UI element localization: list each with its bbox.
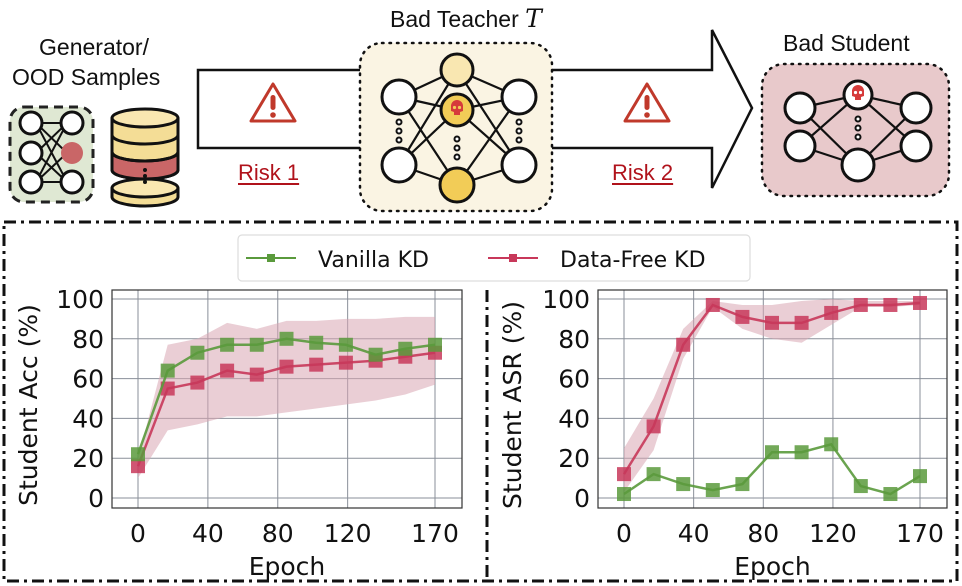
x-tick-label: 170 (896, 519, 944, 548)
data-point-datafree (617, 467, 631, 482)
data-point-datafree (883, 297, 898, 312)
teacher-label-text: Bad Teacher (390, 6, 519, 32)
teacher-label: Bad Teacher T (390, 4, 542, 33)
legend-item-vanilla: Vanilla KD (246, 248, 429, 273)
y-tick-label: 60 (72, 365, 104, 394)
warning-icon (623, 82, 671, 123)
generator-label-line2: OOD Samples (12, 64, 161, 90)
x-tick-label: 80 (747, 519, 779, 548)
teacher-network-icon (358, 41, 554, 213)
generator-label-line1: Generator/ (39, 34, 149, 60)
plot-frame (597, 289, 948, 509)
data-point-datafree (220, 363, 235, 378)
data-point-vanilla (765, 445, 779, 460)
confidence-band-datafree (138, 316, 435, 479)
data-point-datafree (279, 359, 294, 374)
generator-label: Generator/ OOD Samples (12, 32, 160, 92)
confidence-band-datafree (624, 299, 920, 493)
risk-1-label: Risk 1 (238, 160, 300, 185)
y-tick-label: 60 (558, 365, 590, 394)
x-tick-label: 0 (616, 519, 632, 548)
data-point-datafree (309, 357, 324, 372)
data-point-datafree (676, 337, 691, 352)
data-point-vanilla (824, 437, 839, 452)
data-point-vanilla (676, 477, 691, 492)
data-point-vanilla (735, 477, 750, 492)
chart-student-acc: 0 40 80 120 170 0 20 40 60 80 100 Epoch Student Acc … (14, 285, 463, 581)
data-point-vanilla (309, 335, 324, 350)
data-point-vanilla (398, 341, 413, 356)
data-point-datafree (735, 309, 750, 324)
data-point-vanilla (646, 467, 661, 482)
x-tick-label: 170 (411, 519, 459, 548)
data-point-vanilla (368, 347, 383, 362)
y-tick-label: 0 (574, 484, 590, 513)
data-point-vanilla (338, 337, 353, 352)
y-tick-label: 80 (558, 325, 590, 354)
generator-icon (8, 105, 95, 204)
panel-border (2, 220, 959, 583)
data-point-vanilla (705, 483, 720, 498)
data-point-vanilla (279, 331, 294, 346)
x-axis-label: Epoch (734, 552, 811, 581)
skull-icon (451, 100, 463, 115)
data-point-vanilla (428, 337, 442, 352)
data-point-vanilla (913, 469, 927, 484)
data-point-datafree (853, 297, 868, 312)
data-point-vanilla (794, 445, 809, 460)
x-tick-label: 80 (262, 519, 294, 548)
data-point-datafree (646, 419, 661, 434)
skull-icon (852, 85, 864, 100)
data-point-vanilla (160, 363, 175, 378)
teacher-symbol: T (525, 4, 542, 33)
plot-frame (111, 289, 463, 509)
data-point-datafree (765, 315, 779, 330)
y-tick-label: 20 (72, 444, 104, 473)
legend-label-datafree: Data-Free KD (560, 248, 706, 273)
data-point-datafree (824, 305, 839, 320)
data-point-datafree (913, 295, 927, 310)
y-axis-label: Student ASR (%) (498, 301, 527, 509)
data-point-vanilla (617, 487, 631, 502)
legend-label-vanilla: Vanilla KD (318, 248, 429, 273)
x-tick-label: 40 (678, 519, 710, 548)
legend-item-datafree: Data-Free KD (488, 248, 706, 273)
data-point-datafree (160, 381, 175, 396)
student-label: Bad Student (783, 30, 910, 56)
x-tick-label: 0 (130, 519, 146, 548)
x-tick-label: 120 (324, 519, 372, 548)
x-tick-label: 120 (809, 519, 857, 548)
data-point-datafree (794, 315, 809, 330)
y-tick-label: 100 (542, 285, 590, 314)
risk-2-label: Risk 2 (612, 160, 674, 185)
chart-student-asr: 0 40 80 120 170 0 20 40 60 80 100 Epoch Student ASR … (498, 285, 948, 581)
data-point-datafree (338, 355, 353, 370)
data-point-vanilla (220, 337, 235, 352)
pipeline-diagram (8, 29, 951, 213)
y-tick-label: 20 (558, 444, 590, 473)
data-point-vanilla (190, 345, 205, 360)
y-tick-label: 80 (72, 325, 104, 354)
x-tick-label: 40 (192, 519, 224, 548)
legend: Vanilla KD Data-Free KD (237, 234, 751, 282)
data-point-vanilla (883, 487, 898, 502)
data-point-datafree (190, 375, 205, 390)
data-point-datafree (705, 297, 720, 312)
warning-icon (249, 82, 297, 123)
y-axis-label: Student Acc (%) (14, 304, 43, 506)
data-point-vanilla (249, 337, 264, 352)
data-point-vanilla (131, 447, 145, 462)
y-tick-label: 0 (88, 484, 104, 513)
x-axis-label: Epoch (249, 552, 326, 581)
y-tick-label: 40 (558, 404, 590, 433)
database-icon (110, 107, 180, 208)
data-point-vanilla (853, 479, 868, 494)
data-point-datafree (131, 459, 145, 474)
y-tick-label: 100 (56, 285, 104, 314)
y-tick-label: 40 (72, 404, 104, 433)
student-network-icon (760, 62, 951, 198)
data-point-datafree (249, 367, 264, 382)
